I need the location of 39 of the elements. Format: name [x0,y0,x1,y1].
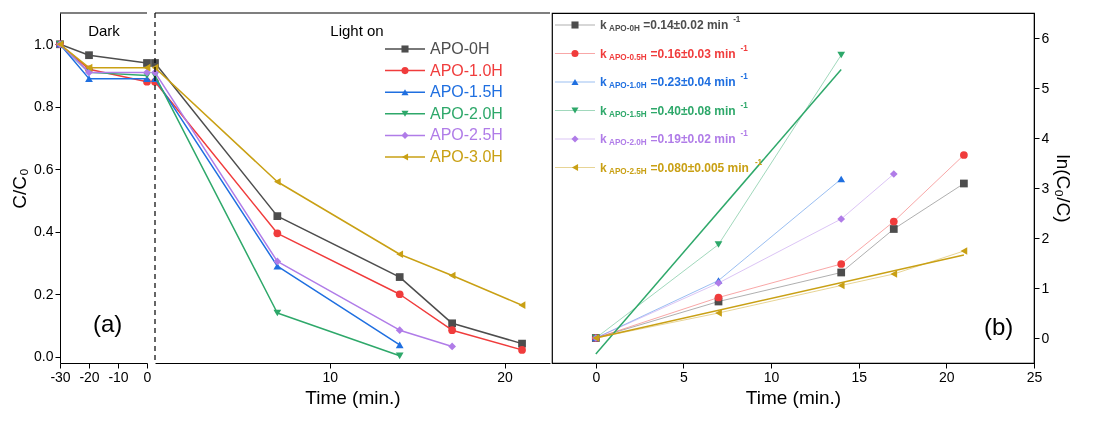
x-tick-label: 10 [763,368,780,385]
x-tick-label: -10 [108,368,129,385]
x-tick-label: -20 [79,368,100,385]
y-tick-label: 3 [1041,179,1050,196]
x-tick-label: 0 [592,368,601,385]
x-tick-label: 25 [1026,368,1043,385]
y-tick-label: 0.2 [34,285,54,302]
y-axis-title: ln(C₀/C) [1053,154,1075,223]
legend-label: APO-2.5H [430,126,503,144]
y-tick-label: 2 [1041,229,1050,246]
annotation: Dark [88,22,121,39]
x-tick-label: 0 [143,368,152,385]
y-tick-label: 5 [1041,79,1050,96]
x-axis-title: Time (min.) [745,386,842,408]
y-tick-label: 4 [1041,129,1050,146]
x-tick-label: 5 [680,368,689,385]
legend-label: APO-2.0H [430,104,503,122]
y-tick-label: 0.0 [34,348,54,365]
y-tick-label: 1.0 [34,35,54,52]
y-tick-label: 0 [1041,329,1050,346]
y-axis-title: C/C₀ [9,168,31,209]
legend-label: APO-1.0H [430,61,503,79]
x-tick-label: 10 [322,368,339,385]
legend-label: APO-3.0H [430,148,503,165]
annotation: (b) [984,313,1014,340]
legend-label: APO-0H [430,40,490,57]
y-tick-label: 6 [1041,29,1050,46]
legend-label: APO-1.5H [430,83,503,101]
y-tick-label: 0.6 [34,160,54,177]
annotation: Light on [330,22,384,39]
y-tick-label: 0.8 [34,98,54,115]
annotation: (a) [93,310,123,337]
x-tick-label: 15 [851,368,868,385]
x-tick-label: 20 [939,368,955,385]
y-tick-label: 0.4 [34,223,54,240]
y-tick-label: 1 [1041,279,1050,296]
x-tick-label: -30 [50,368,71,385]
x-tick-label: 20 [497,368,514,385]
x-axis-title: Time (min.) [305,386,401,408]
